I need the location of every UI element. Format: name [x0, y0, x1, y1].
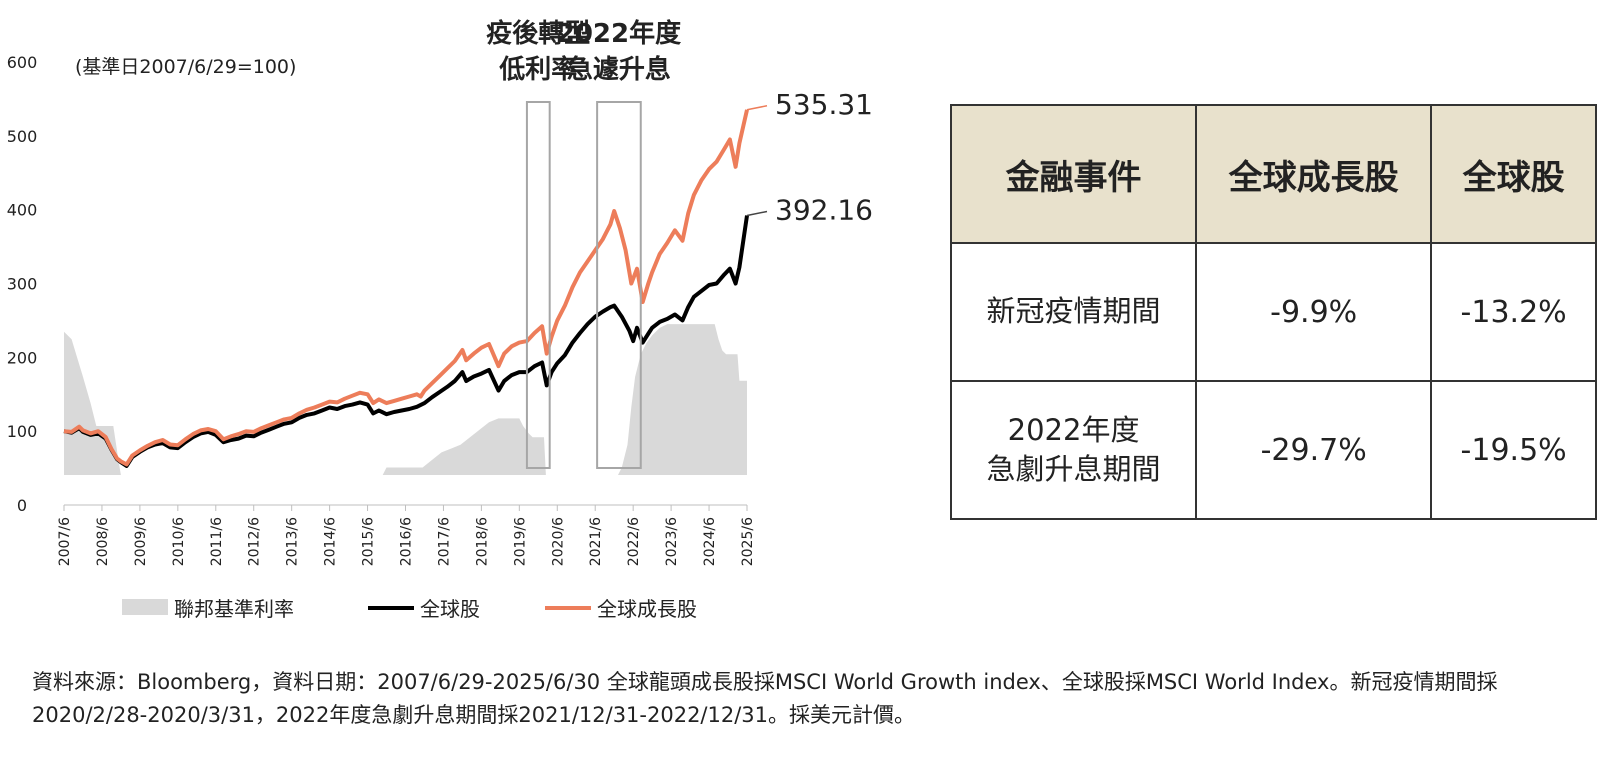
legend-label: 聯邦基準利率 [174, 597, 294, 621]
row1-growth: -9.9% [1195, 242, 1433, 382]
x-tick-label: 2011/6 [209, 517, 225, 566]
base-date-note: (基準日2007/6/29=100) [75, 56, 296, 78]
x-tick-label: 2018/6 [474, 517, 490, 566]
row2-growth: -29.7% [1195, 380, 1433, 520]
highlight-period-box [596, 101, 642, 469]
x-tick-label: 2013/6 [285, 517, 301, 566]
x-tick-label: 2022/6 [626, 517, 642, 566]
header-global: 全球股 [1430, 104, 1597, 244]
highlight-period-label: 2022年度 [557, 18, 681, 49]
table-header-row: 金融事件 全球成長股 全球股 [949, 104, 1597, 244]
end-label-leader [746, 105, 768, 111]
rate-area-layer [64, 324, 747, 475]
comparison-table-container: 金融事件 全球成長股 全球股 新冠疫情期間 -9.9% -13.2% 2022年… [949, 104, 1600, 520]
x-tick-label: 2012/6 [247, 517, 263, 566]
legend-label: 全球股 [420, 597, 480, 621]
highlight-period-label: 低利率 [498, 54, 577, 85]
end-label-leader [746, 210, 768, 217]
comparison-table: 金融事件 全球成長股 全球股 新冠疫情期間 -9.9% -13.2% 2022年… [949, 104, 1597, 520]
row1-event: 新冠疫情期間 [949, 242, 1198, 382]
y-tick-label: 200 [7, 348, 38, 367]
x-tick-label: 2014/6 [323, 517, 339, 566]
end-value-label: 392.16 [775, 193, 873, 226]
x-tick-label: 2015/6 [361, 517, 377, 566]
x-tick-label: 2017/6 [436, 517, 452, 566]
source-note: 資料來源：Bloomberg，資料日期：2007/6/29-2025/6/30 … [32, 670, 1498, 727]
x-tick-label: 2025/6 [740, 517, 756, 566]
row2-global: -19.5% [1430, 380, 1597, 520]
header-growth: 全球成長股 [1195, 104, 1433, 244]
highlight-period-label: 疫後轉型 [486, 18, 590, 49]
highlight-period-box [525, 101, 551, 469]
x-tick-label: 2008/6 [95, 517, 111, 566]
header-event: 金融事件 [949, 104, 1198, 244]
table-row: 2022年度 急劇升息期間 -29.7% -19.5% [949, 380, 1597, 520]
axis-layer: 0 100 200 300 400 500 600 2007/6 2008/6 2009/6 201… [7, 53, 756, 566]
table-row: 新冠疫情期間 -9.9% -13.2% [949, 242, 1597, 382]
x-tick-label: 2024/6 [702, 517, 718, 566]
y-tick-label: 400 [7, 201, 38, 220]
end-label-layer: 392.16 535.31 [746, 88, 873, 226]
x-tick-label: 2019/6 [512, 517, 528, 566]
y-tick-label: 0 [17, 496, 27, 515]
y-tick-label: 100 [7, 422, 38, 441]
legend-swatch-area [122, 599, 168, 615]
x-tick-label: 2023/6 [664, 517, 680, 566]
rate-area [64, 324, 747, 475]
legend: 聯邦基準利率 全球股 全球成長股 [122, 597, 697, 621]
x-tick-label: 2007/6 [57, 517, 73, 566]
row2-event: 2022年度 急劇升息期間 [949, 380, 1198, 520]
x-tick-label: 2016/6 [399, 517, 415, 566]
x-tick-label: 2021/6 [588, 517, 604, 566]
performance-chart: 0 100 200 300 400 500 600 2007/6 2008/6 2009/6 201… [7, 18, 873, 621]
y-tick-label: 300 [7, 275, 38, 294]
row1-global: -13.2% [1430, 242, 1597, 382]
x-tick-label: 2009/6 [133, 517, 149, 566]
y-tick-label: 500 [7, 127, 38, 146]
end-value-label: 535.31 [775, 88, 873, 121]
highlight-period-label: 急遽升息 [567, 54, 671, 85]
x-tick-label: 2010/6 [171, 517, 187, 566]
legend-label: 全球成長股 [597, 597, 697, 621]
x-tick-label: 2020/6 [550, 517, 566, 566]
y-tick-label: 600 [7, 53, 38, 72]
